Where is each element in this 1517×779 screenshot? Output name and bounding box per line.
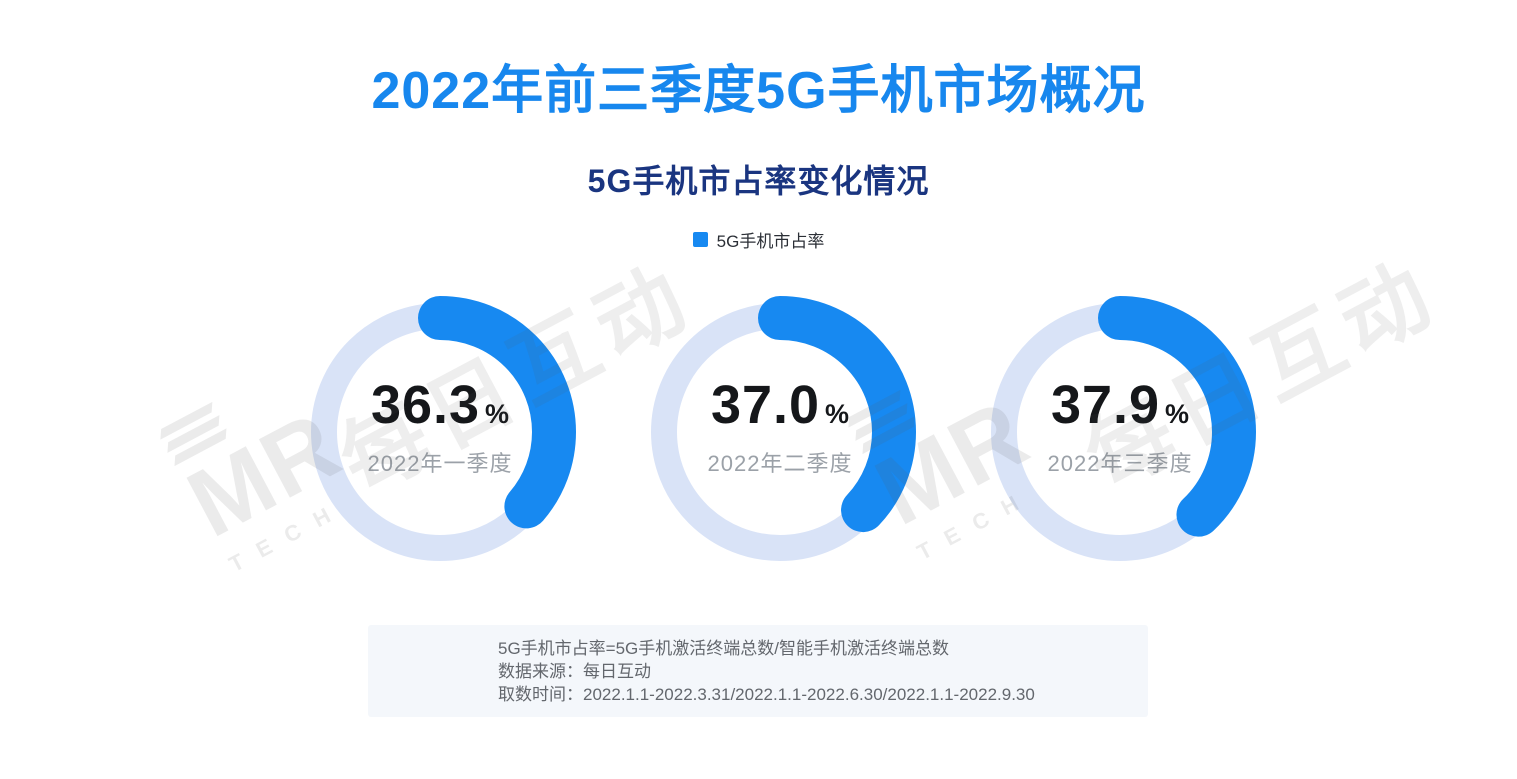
percent-sign: % <box>485 399 510 429</box>
donut-center-text: 37.0 % 2022年二季度 <box>630 276 930 576</box>
ring-progress-arc <box>304 296 576 568</box>
logo-stripes-icon <box>159 401 229 467</box>
donut-ring-svg <box>984 296 1256 568</box>
footnote-timerange: 取数时间：2022.1.1-2022.3.31/2022.1.1-2022.6.… <box>498 685 1035 704</box>
donut-ring-svg <box>304 296 576 568</box>
donut-center-text: 37.9 % 2022年三季度 <box>970 276 1270 576</box>
ring-value: 36.3 <box>370 375 481 435</box>
ring-progress-arc <box>984 296 1256 568</box>
donut-chart-q3: 37.9 % 2022年三季度 <box>970 282 1270 582</box>
footnote-source: 数据来源：每日互动 <box>498 662 651 681</box>
donut-charts-row: 36.3 % 2022年一季度 37.0 % 2022年二季度 <box>290 282 1270 582</box>
chart-title: 5G手机市占率变化情况 <box>587 163 930 199</box>
legend-swatch-icon <box>692 232 708 247</box>
footnote-box: 5G手机市占率=5G手机激活终端总数/智能手机激活终端总数 数据来源：每日互动 … <box>368 625 1148 717</box>
percent-sign: % <box>825 399 850 429</box>
footnote-formula: 5G手机市占率=5G手机激活终端总数/智能手机激活终端总数 <box>498 639 950 658</box>
donut-center-text: 36.3 % 2022年一季度 <box>290 276 590 576</box>
ring-value: 37.0 <box>710 375 821 435</box>
donut-chart-q1: 36.3 % 2022年一季度 <box>290 282 590 582</box>
ring-value: 37.9 <box>1050 375 1161 435</box>
ring-label: 2022年三季度 <box>1047 451 1193 476</box>
ring-label: 2022年一季度 <box>367 451 513 476</box>
donut-chart-q2: 37.0 % 2022年二季度 <box>630 282 930 582</box>
ring-label: 2022年二季度 <box>707 451 853 476</box>
legend-label: 5G手机市占率 <box>716 232 825 251</box>
donut-ring-svg <box>644 296 916 568</box>
footnote-text: 5G手机市占率=5G手机激活终端总数/智能手机激活终端总数 数据来源：每日互动 … <box>498 637 1035 706</box>
percent-sign: % <box>1165 399 1190 429</box>
page-title: 2022年前三季度5G手机市场概况 <box>371 62 1146 120</box>
ring-progress-arc <box>644 296 916 568</box>
legend: 5G手机市占率 <box>0 227 1517 252</box>
